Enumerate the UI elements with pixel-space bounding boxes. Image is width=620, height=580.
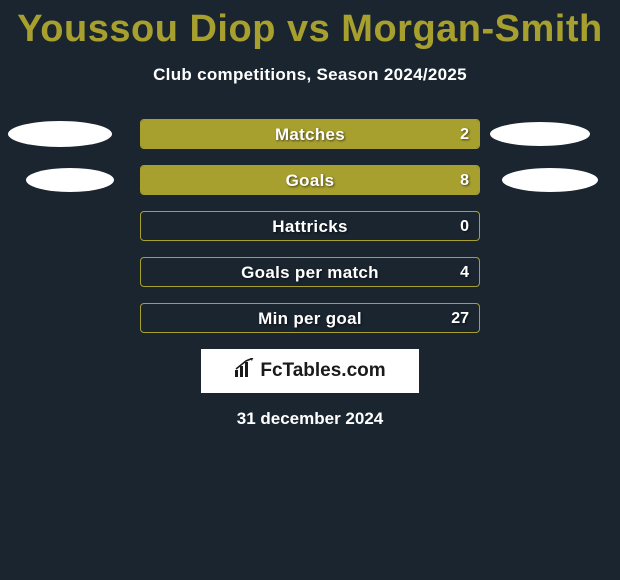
stat-bar: Min per goal27 — [140, 303, 480, 333]
date-label: 31 december 2024 — [0, 409, 620, 429]
stat-label: Matches — [141, 120, 479, 150]
stat-value: 4 — [460, 258, 469, 288]
stat-row: Goals per match4 — [0, 257, 620, 287]
logo-label: FcTables.com — [260, 360, 385, 382]
left-ellipse — [26, 168, 114, 192]
stat-label: Goals — [141, 166, 479, 196]
stat-row: Matches2 — [0, 119, 620, 149]
logo-box: FcTables.com — [201, 349, 419, 393]
page-title: Youssou Diop vs Morgan-Smith — [0, 0, 620, 51]
stat-bar: Hattricks0 — [140, 211, 480, 241]
stat-row: Hattricks0 — [0, 211, 620, 241]
stat-label: Min per goal — [141, 304, 479, 334]
right-ellipse — [490, 122, 590, 146]
comparison-infographic: Youssou Diop vs Morgan-Smith Club compet… — [0, 0, 620, 580]
chart-icon — [234, 358, 256, 384]
stat-bar: Goals per match4 — [140, 257, 480, 287]
stat-value: 0 — [460, 212, 469, 242]
stat-bar: Matches2 — [140, 119, 480, 149]
stat-bar: Goals8 — [140, 165, 480, 195]
stat-row: Goals8 — [0, 165, 620, 195]
stat-label: Hattricks — [141, 212, 479, 242]
page-subtitle: Club competitions, Season 2024/2025 — [0, 65, 620, 85]
stat-row: Min per goal27 — [0, 303, 620, 333]
stats-block: Matches2 Goals8 Hattricks0 Goals per match4… — [0, 119, 620, 333]
right-ellipse — [502, 168, 598, 192]
stat-label: Goals per match — [141, 258, 479, 288]
stat-value: 27 — [451, 304, 469, 334]
stat-value: 2 — [460, 120, 469, 150]
logo-text: FcTables.com — [234, 358, 385, 384]
left-ellipse — [8, 121, 112, 147]
stat-value: 8 — [460, 166, 469, 196]
